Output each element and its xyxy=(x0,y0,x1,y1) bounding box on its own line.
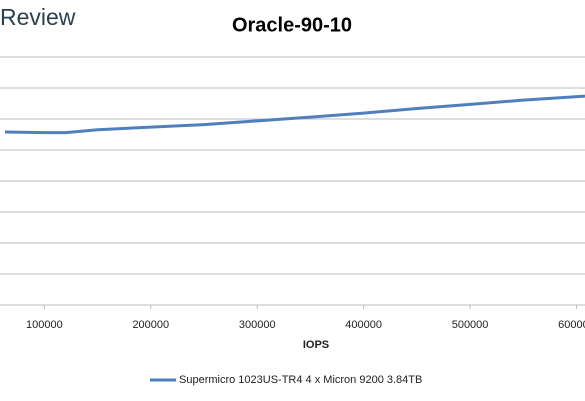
chart-title: Oracle-90-10 xyxy=(232,14,352,36)
x-tick-label: 100000 xyxy=(26,319,63,331)
x-axis-label: IOPS xyxy=(303,339,329,351)
x-tick-label: 600000 xyxy=(558,319,585,331)
legend-label: Supermicro 1023US-TR4 4 x Micron 9200 3.… xyxy=(179,374,422,386)
x-tick-label: 500000 xyxy=(452,319,489,331)
data-line xyxy=(4,94,585,135)
x-tick-label: 300000 xyxy=(239,319,276,331)
x-tick-label: 200000 xyxy=(132,319,169,331)
x-tick-label: 400000 xyxy=(345,319,382,331)
brand-logo: Review xyxy=(0,4,76,30)
